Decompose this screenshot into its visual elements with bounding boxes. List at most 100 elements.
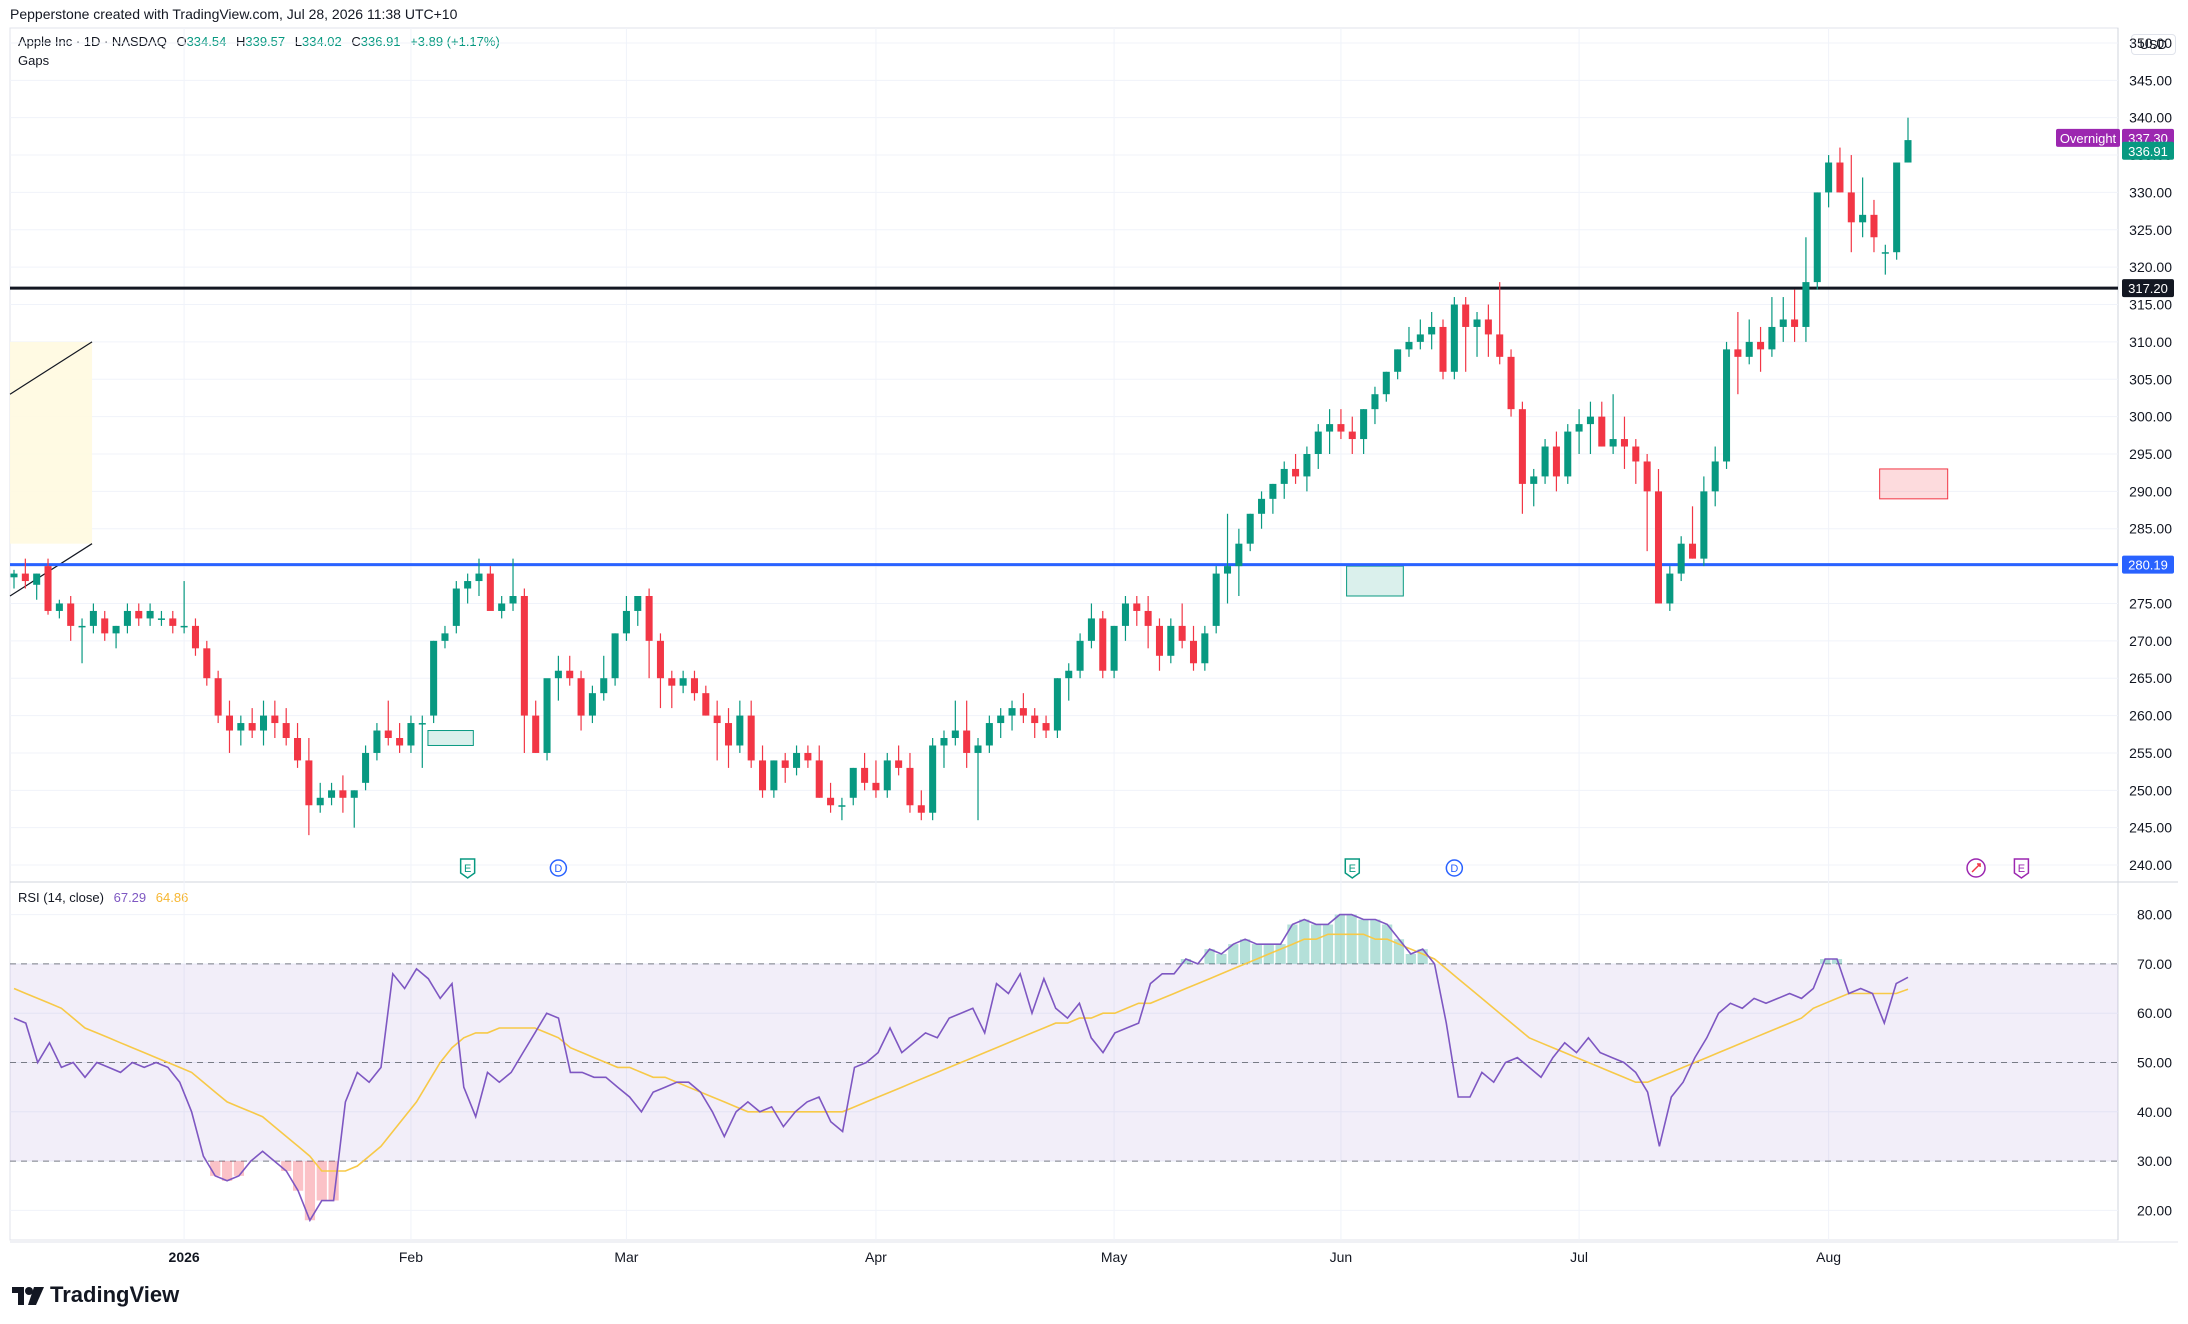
close-value: 336.91: [360, 34, 401, 49]
time-axis[interactable]: 2026 Feb Mar Apr May Jun Jul Aug: [169, 1249, 1842, 1265]
candle-body: [1269, 483, 1277, 499]
candle-body: [1530, 476, 1538, 484]
candle-body: [1723, 349, 1731, 462]
currency-button[interactable]: USD: [2130, 34, 2176, 55]
candle-body: [611, 633, 619, 679]
candle-body: [1360, 409, 1368, 440]
candle-body: [1768, 326, 1776, 350]
horizontal-levels[interactable]: [10, 286, 2118, 567]
candlestick-series: [10, 117, 1912, 836]
candle-body: [566, 670, 574, 679]
rsi-axis[interactable]: 20.00 30.00 40.00 50.00 60.00 70.00 80.00: [2137, 907, 2172, 1219]
tradingview-logo[interactable]: TradingView: [12, 1282, 179, 1308]
earnings-event-letter: E: [2018, 863, 2025, 875]
candle-body: [1144, 610, 1152, 626]
candle-body: [1507, 356, 1515, 410]
price-tick-label: 250.00: [2129, 782, 2172, 798]
candle-body: [827, 797, 835, 806]
price-tick-label: 290.00: [2129, 483, 2172, 499]
candle-body: [804, 752, 812, 761]
rsi-value: 67.29: [113, 890, 147, 905]
dividend-event-letter: D: [554, 863, 562, 875]
candle-body: [1575, 424, 1583, 432]
candle-body: [169, 618, 177, 626]
candle-body: [1711, 461, 1719, 492]
candle-body: [1042, 723, 1050, 731]
symbol-legend: Apple Inc · 1D · NASDAQ O334.54 H339.57 …: [18, 34, 500, 68]
candle-body: [622, 610, 630, 634]
price-tick-label: 265.00: [2129, 670, 2172, 686]
candle-body: [1643, 461, 1651, 492]
candle-body: [963, 730, 971, 753]
price-tick-label: 320.00: [2129, 259, 2172, 275]
candle-body: [974, 745, 982, 753]
symbol-title[interactable]: Apple Inc · 1D · NASDAQ: [18, 34, 167, 49]
candle-body: [418, 723, 426, 725]
change-value: +3.89 (+1.17%): [410, 34, 500, 49]
candle-body: [951, 730, 959, 738]
rsi-tick-label: 60.00: [2137, 1005, 2172, 1021]
candle-body: [55, 603, 63, 611]
candle-body: [112, 625, 120, 634]
candle-body: [1133, 603, 1141, 611]
drawings: [9, 341, 93, 597]
level-tag-label: 317.20: [2128, 281, 2168, 296]
candle-body: [1825, 162, 1833, 193]
candle-body: [543, 678, 551, 753]
candle-body: [985, 723, 993, 746]
candle-body: [702, 693, 710, 716]
candle-body: [1246, 513, 1254, 544]
candle-body: [1121, 603, 1129, 626]
candle-body: [1496, 334, 1504, 357]
level-tag-label: 280.19: [2128, 558, 2168, 573]
candle-body: [1870, 214, 1878, 238]
gap-box: [1346, 565, 1404, 597]
candle-body: [157, 618, 165, 620]
price-axis[interactable]: 240.00 245.00 250.00 255.00 260.00 265.00 270.…: [2129, 35, 2172, 873]
candle-body: [328, 790, 336, 798]
candle-body: [1258, 498, 1266, 514]
last-price-label: 336.91: [2128, 144, 2168, 159]
candle-body: [736, 715, 744, 746]
dividend-event-letter: D: [1450, 863, 1458, 875]
price-tick-label: 300.00: [2129, 409, 2172, 425]
time-tick-label: Mar: [614, 1249, 638, 1265]
earnings-event-icon: [1344, 858, 1361, 879]
candle-body: [645, 596, 653, 641]
price-tick-label: 255.00: [2129, 745, 2172, 761]
price-tick-label: 350.00: [2129, 35, 2172, 51]
rsi-label[interactable]: RSI (14, close): [18, 890, 104, 905]
gap-box: [1879, 468, 1949, 500]
rsi-band-fill: [10, 963, 2118, 1162]
rsi-line: [13, 913, 1909, 1223]
candle-body: [1235, 543, 1243, 567]
candle-body: [67, 603, 75, 626]
time-tick-label: 2026: [169, 1249, 200, 1265]
tradingview-brand: TradingView: [50, 1282, 180, 1307]
candle-body: [872, 782, 880, 791]
candle-body: [203, 648, 211, 679]
rsi-oversold-fill: [210, 1161, 339, 1221]
gaps-indicator-label[interactable]: Gaps: [18, 53, 50, 68]
candle-body: [600, 678, 608, 694]
candle-body: [259, 715, 268, 731]
candle-body: [997, 715, 1005, 724]
candle-body: [532, 715, 540, 753]
candle-body: [441, 633, 449, 641]
time-tick-label: Aug: [1816, 1249, 1841, 1265]
candle-body: [1224, 566, 1232, 574]
candle-body: [1734, 349, 1742, 357]
candle-body: [1076, 640, 1084, 671]
last-price-tag: [2122, 141, 2174, 160]
candle-body: [1881, 252, 1889, 254]
rsi-legend: RSI (14, close) 67.29 64.86: [18, 890, 188, 905]
level-tag: [2122, 555, 2174, 574]
price-tick-label: 245.00: [2129, 820, 2172, 836]
candle-body: [396, 738, 404, 746]
candle-body: [305, 760, 313, 806]
candle-body: [1326, 424, 1334, 432]
candle-body: [713, 715, 721, 724]
candle-body: [1008, 708, 1016, 716]
